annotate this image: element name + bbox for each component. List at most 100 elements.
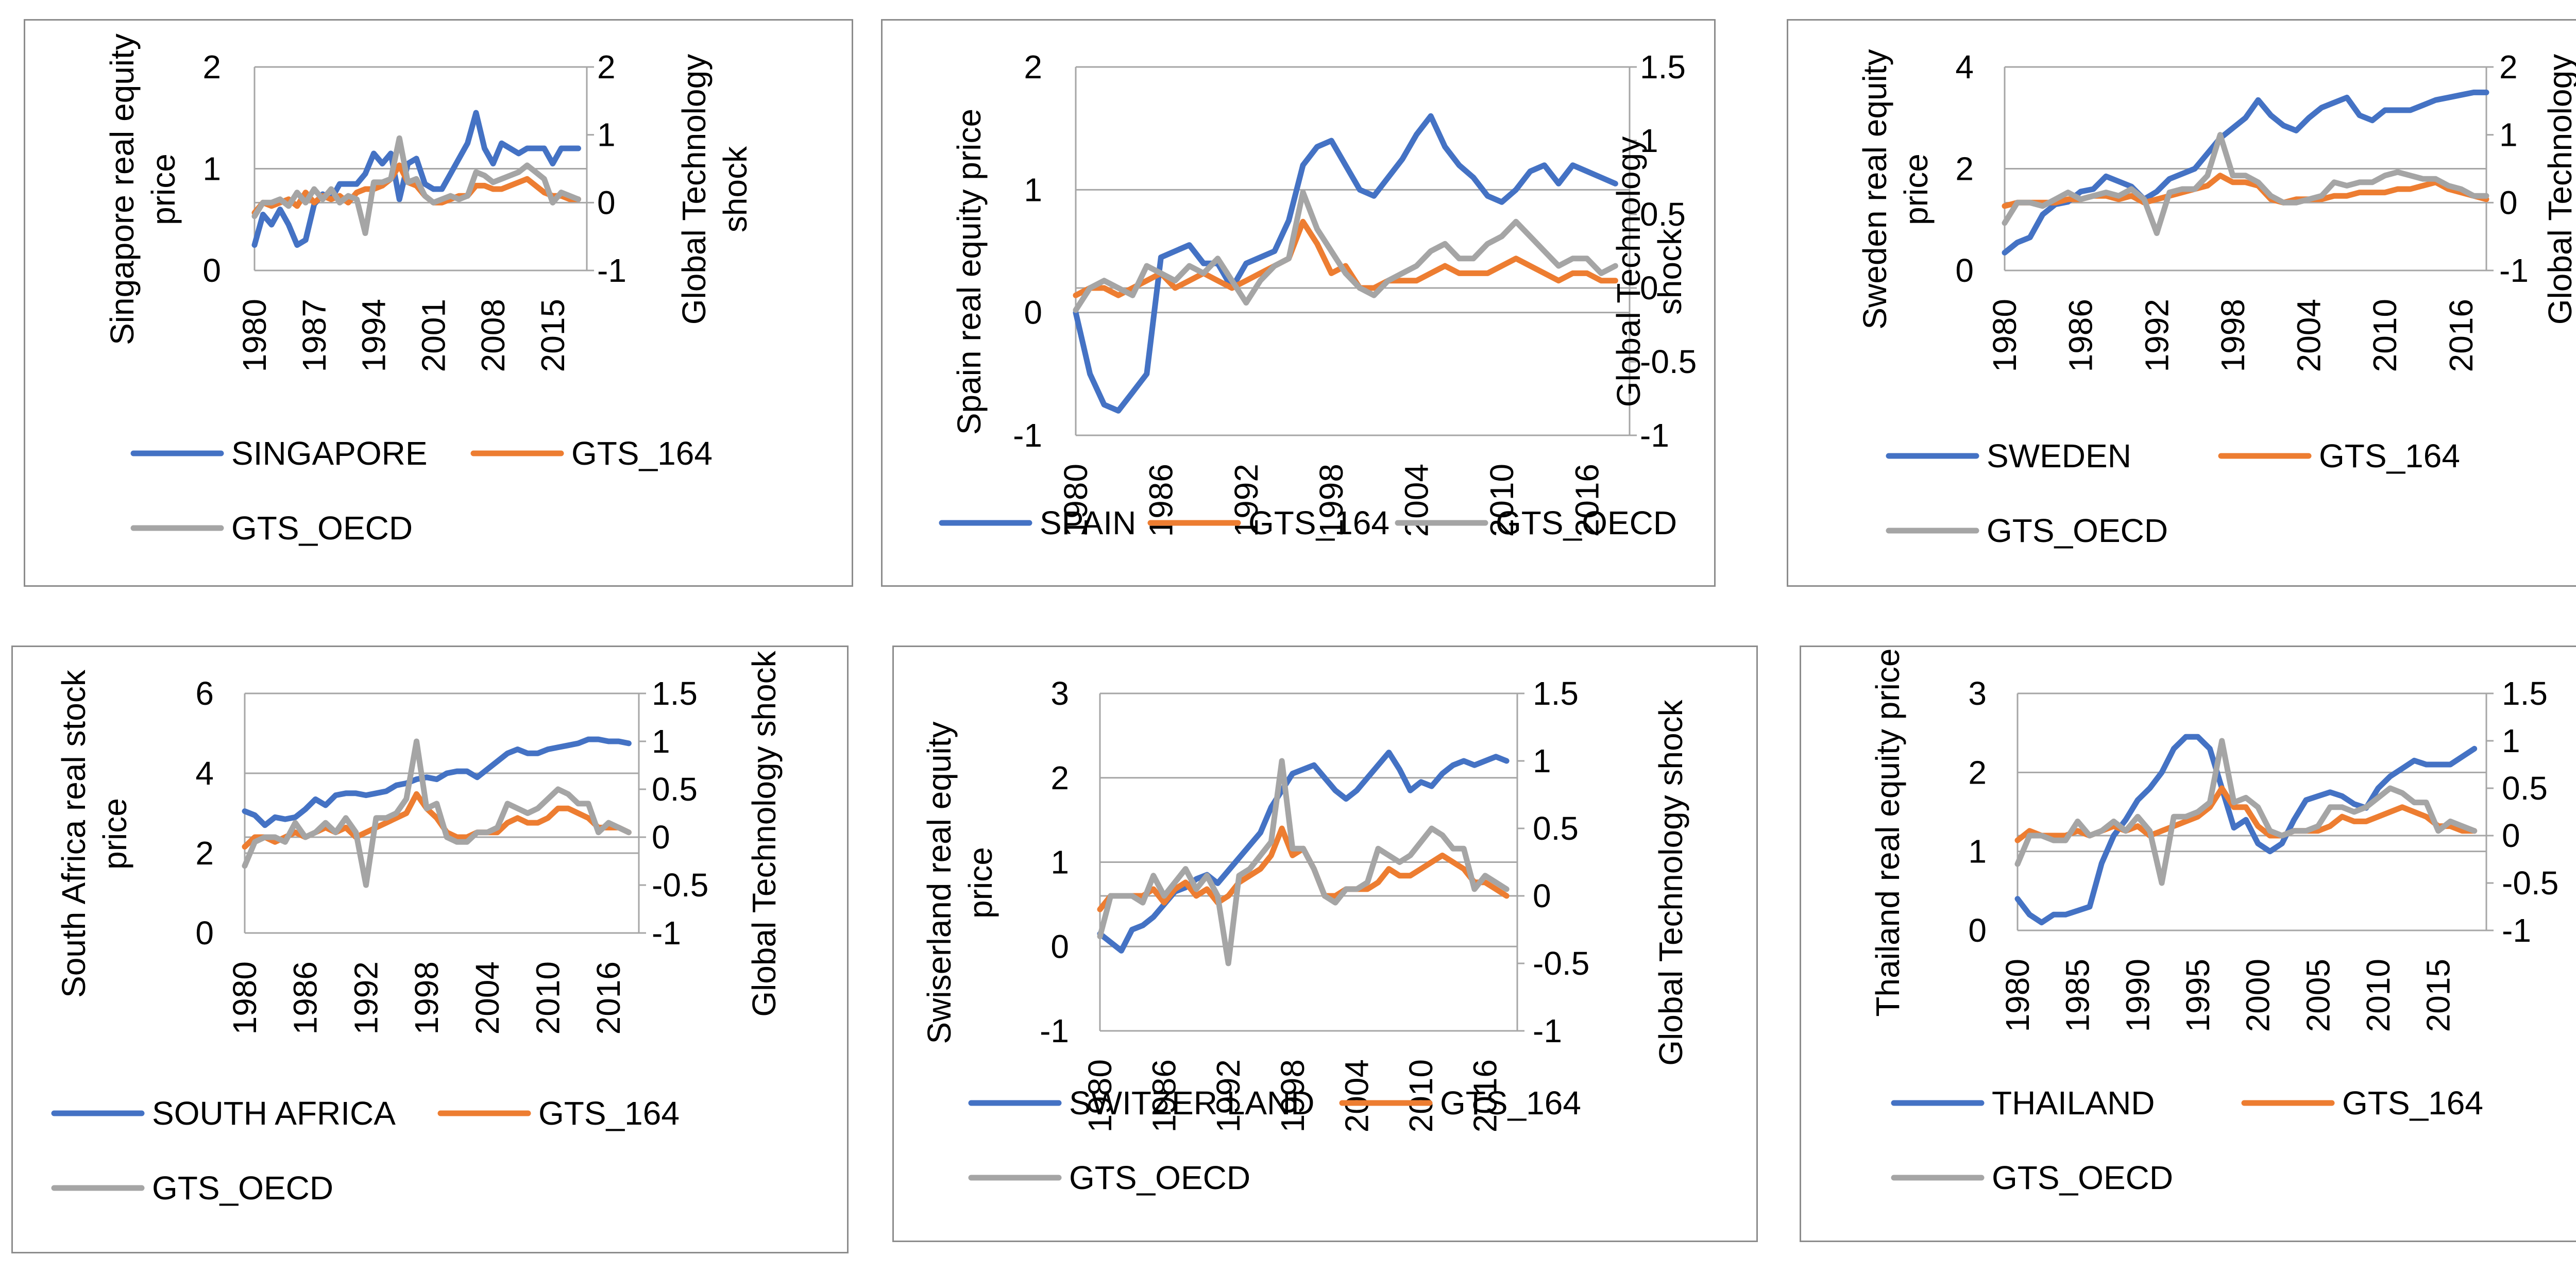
- switzerland-legend-label-gts-164: GTS_164: [1440, 1084, 1581, 1122]
- singapore-x-tick-label: 2001: [415, 299, 452, 372]
- spain-legend-label-country: SPAIN: [1040, 504, 1136, 541]
- singapore-legend-label-gts-164: GTS_164: [571, 435, 713, 472]
- switzerland-right-tick-label: -1: [1533, 1012, 1562, 1049]
- spain-series-country-line: [1073, 113, 1618, 414]
- thailand-legend-label-gts-oecd: GTS_OECD: [1992, 1159, 2173, 1196]
- spain-right-tick-label: 1.5: [1640, 48, 1686, 86]
- thailand-left-tick-label: 2: [1968, 754, 1987, 791]
- thailand-x-tick-label: 1995: [2179, 959, 2216, 1032]
- thailand-left-tick-label: 3: [1968, 675, 1987, 712]
- south-africa-legend-label-gts-164: GTS_164: [538, 1095, 680, 1132]
- spain-series-gts-oecd-line: [1073, 189, 1618, 313]
- singapore-right-tick-label: 1: [597, 116, 616, 154]
- switzerland-right-tick-label: 1.5: [1533, 675, 1579, 712]
- south-africa-right-tick-label: 1.5: [652, 675, 698, 712]
- chart-svg-singapore: 0 1 2 -1 0 1 2 1980 1987 1994 2001 2008 2015 Singapor…: [104, 33, 754, 547]
- chart-panel-singapore: 0 1 2 -1 0 1 2 1980 1987 1994 2001 2008 2015 Singapor…: [24, 19, 853, 587]
- switzerland-left-tick-label: 2: [1050, 759, 1069, 796]
- switzerland-right-tick-label: 1: [1533, 742, 1551, 779]
- sweden-x-tick-label: 1998: [2214, 299, 2251, 372]
- chart-svg-south-africa: 0 2 4 6 -1 -0.5 0 0.5 1 1.5 1980 1986 1992 1998 2004 20…: [51, 650, 783, 1207]
- singapore-right-tick-label: -1: [597, 252, 626, 289]
- thailand-x-tick-label: 2005: [2299, 959, 2336, 1032]
- switzerland-left-tick-label: 0: [1050, 928, 1069, 965]
- sweden-x-tick-label: 1980: [1986, 299, 2023, 372]
- switzerland-x-tick-label: 1998: [1274, 1059, 1311, 1132]
- singapore-legend-label-country: SINGAPORE: [231, 435, 428, 472]
- chart-svg-sweden: 0 2 4 -1 0 1 2 1980 1986 1992 1998 2004 2010 2016 Swed…: [1856, 48, 2576, 549]
- sweden-right-tick-label: 1: [2499, 116, 2518, 154]
- singapore-right-axis-title: Global Technology shock: [675, 54, 754, 325]
- spain-right-tick-label: -0.5: [1640, 343, 1697, 380]
- thailand-x-tick-label: 1990: [2119, 959, 2156, 1032]
- thailand-right-tick-label: -1: [2502, 912, 2531, 949]
- spain-legend-label-gts-164: GTS_164: [1248, 504, 1389, 541]
- singapore-series-country-line: [251, 110, 581, 248]
- spain-x-tick-label: 1980: [1057, 464, 1094, 537]
- south-africa-series-gts-oecd-line: [242, 738, 632, 888]
- switzerland-left-tick-label: -1: [1040, 1012, 1069, 1049]
- sweden-x-tick-label: 1986: [2062, 299, 2099, 372]
- thailand-x-tick-label: 1980: [1999, 959, 2036, 1032]
- spain-left-tick-label: -1: [1013, 417, 1042, 454]
- south-africa-series-country-line: [242, 736, 632, 828]
- switzerland-left-tick-label: 1: [1050, 844, 1069, 881]
- spain-x-tick-label: 1998: [1313, 464, 1350, 537]
- singapore-x-tick-label: 2008: [474, 299, 512, 372]
- south-africa-x-tick-label: 2004: [469, 961, 506, 1034]
- singapore-left-tick-label: 0: [202, 252, 221, 289]
- chart-svg-thailand: 0 1 2 3 -1 -0.5 0 0.5 1 1.5 1980 1985 1990 1995 2000 20…: [1869, 648, 2576, 1196]
- thailand-left-tick-label: 0: [1968, 912, 1987, 949]
- singapore-x-tick-label: 1987: [296, 299, 333, 372]
- switzerland-right-tick-label: 0.5: [1533, 810, 1579, 847]
- singapore-x-tick-label: 2015: [534, 299, 571, 372]
- sweden-series-country-line: [2002, 89, 2489, 256]
- thailand-right-tick-label: 1: [2502, 722, 2520, 759]
- spain-left-axis-title: Spain real equity price: [951, 109, 988, 435]
- switzerland-legend-label-gts-oecd: GTS_OECD: [1069, 1159, 1250, 1196]
- south-africa-right-axis-title: Global Technology shock: [745, 650, 783, 1016]
- thailand-legend-label-country: THAILAND: [1992, 1084, 2155, 1122]
- switzerland-x-tick-label: 2004: [1338, 1059, 1375, 1132]
- switzerland-legend-label-country: SWITZER LAND: [1069, 1084, 1314, 1122]
- south-africa-right-tick-label: 0: [652, 819, 670, 856]
- switzerland-x-tick-label: 1980: [1081, 1059, 1118, 1132]
- singapore-left-tick-label: 1: [202, 150, 221, 188]
- spain-x-tick-label: 2010: [1483, 464, 1520, 537]
- south-africa-left-axis-title: South Africa real stock price: [55, 669, 133, 998]
- thailand-right-tick-label: -0.5: [2502, 864, 2558, 902]
- switzerland-left-tick-label: 3: [1050, 675, 1069, 712]
- thailand-series-country-line: [2014, 734, 2478, 926]
- spain-left-tick-label: 1: [1024, 171, 1042, 208]
- singapore-left-tick-label: 2: [202, 48, 221, 86]
- singapore-right-tick-label: 2: [597, 48, 616, 86]
- thailand-right-tick-label: 1.5: [2502, 675, 2548, 712]
- south-africa-right-tick-label: -1: [652, 914, 681, 952]
- switzerland-x-tick-label: 2016: [1467, 1059, 1504, 1132]
- spain-x-tick-label: 2004: [1398, 464, 1435, 537]
- sweden-legend-label-gts-164: GTS_164: [2319, 437, 2460, 474]
- switzerland-series-gts-oecd-line: [1097, 758, 1510, 966]
- sweden-x-tick-label: 1992: [2138, 299, 2175, 372]
- south-africa-x-tick-label: 1986: [287, 961, 324, 1034]
- sweden-right-tick-label: 0: [2499, 184, 2518, 221]
- spain-right-tick-label: 1: [1640, 122, 1658, 159]
- chart-panel-spain: -1 0 1 2 -1 -0.5 0 0.5 1 1.5 1980 1986 1992 1998 2004 2…: [881, 19, 1716, 587]
- spain-right-tick-label: -1: [1640, 417, 1669, 454]
- thailand-right-axis-title: Global Technology shock: [2575, 649, 2576, 1015]
- singapore-legend-label-gts-oecd: GTS_OECD: [231, 510, 413, 547]
- thailand-series-gts-oecd-line: [2014, 738, 2478, 886]
- thailand-left-axis-title: Thailand real equity price: [1869, 648, 1906, 1016]
- thailand-right-tick-label: 0.5: [2502, 770, 2548, 807]
- spain-right-tick-label: 0: [1640, 269, 1658, 307]
- sweden-legend-label-gts-oecd: GTS_OECD: [1987, 512, 2168, 549]
- chart-panel-sweden: 0 2 4 -1 0 1 2 1980 1986 1992 1998 2004 2010 2016 Swed…: [1787, 19, 2576, 587]
- singapore-x-tick-label: 1994: [355, 299, 393, 372]
- south-africa-right-tick-label: 1: [652, 723, 670, 760]
- sweden-x-tick-label: 2004: [2291, 299, 2328, 372]
- switzerland-right-tick-label: -0.5: [1533, 945, 1589, 982]
- thailand-x-tick-label: 2000: [2240, 959, 2277, 1032]
- singapore-x-tick-label: 1980: [236, 299, 273, 372]
- sweden-legend-label-country: SWEDEN: [1987, 437, 2131, 474]
